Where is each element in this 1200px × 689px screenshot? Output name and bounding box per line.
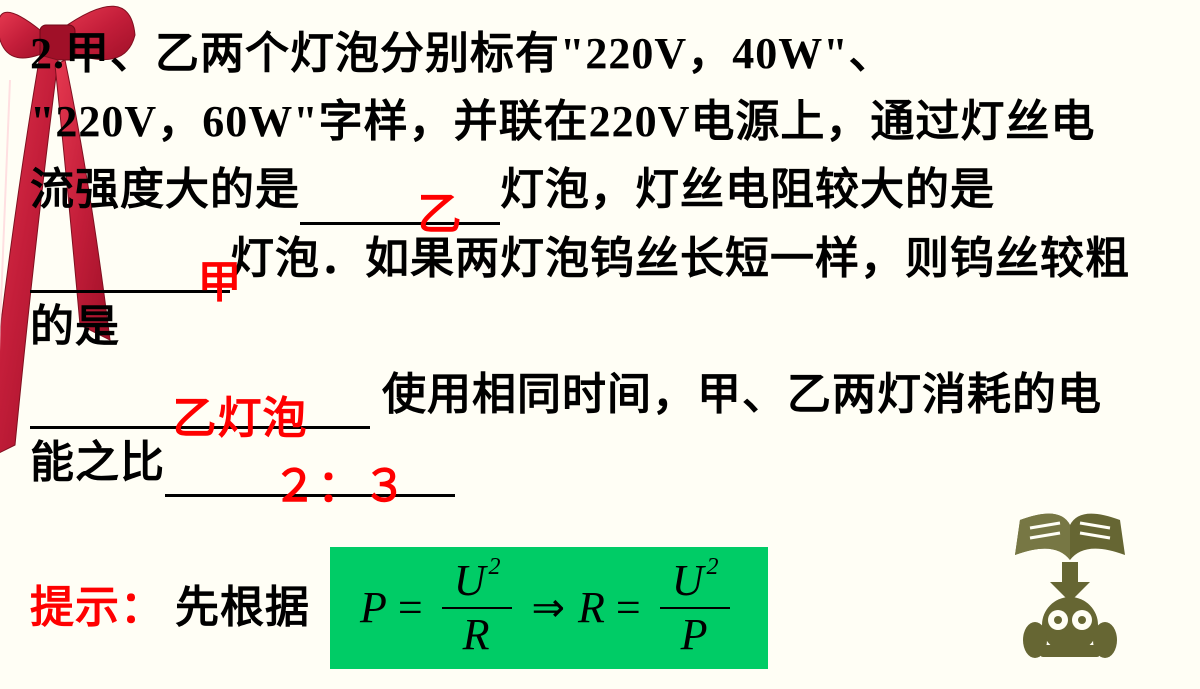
fraction-2: U2 P xyxy=(660,559,730,657)
blank-2: 甲 xyxy=(30,243,230,293)
answer-1: 乙 xyxy=(418,190,463,239)
formula-P: P xyxy=(360,574,388,642)
arrow-icon: ⇒ xyxy=(532,577,567,639)
blank-3: 乙灯泡 xyxy=(30,379,370,429)
answer-3: 乙灯泡 xyxy=(173,394,308,443)
hint-row: 提示： 先根据 P = U2 R ⇒ R = U2 P xyxy=(30,547,1140,669)
formula-R: R xyxy=(578,574,606,642)
hint-label: 提示： xyxy=(30,574,165,642)
blank-1: 乙 xyxy=(300,175,500,225)
answer-2: 甲 xyxy=(198,258,243,307)
answer-4: ２：３ xyxy=(273,462,408,511)
hint-text: 先根据 xyxy=(175,574,310,642)
question-number: 2. xyxy=(30,29,65,78)
book-reading-icon xyxy=(1000,500,1140,660)
blank-4: ２：３ xyxy=(165,447,455,497)
fraction-1: U2 R xyxy=(442,559,512,657)
formula-box: P = U2 R ⇒ R = U2 P xyxy=(330,547,768,669)
